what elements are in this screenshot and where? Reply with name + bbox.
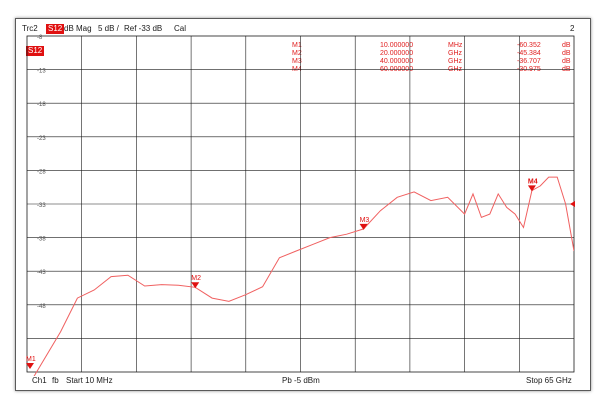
trace-tag[interactable]: S12 — [26, 46, 45, 56]
y-tick-label: -48 — [37, 304, 46, 310]
marker-m3-icon — [359, 223, 368, 230]
channel-number: 2 — [570, 24, 575, 33]
marker-m3-label: M3 — [360, 217, 370, 224]
active-marker-edge-icon — [570, 201, 575, 207]
footer-start: Start 10 MHz — [66, 376, 113, 385]
trace-label: Trc2 — [22, 24, 38, 33]
y-tick-label: -23 — [37, 136, 46, 142]
marker-table-value: -60.352 — [517, 42, 541, 49]
y-tick-label: -38 — [37, 237, 46, 243]
marker-table-name: M3 — [292, 58, 302, 65]
y-tick-label: -28 — [37, 169, 46, 175]
marker-table-freq: 40.000000 — [380, 58, 414, 65]
marker-table-name: M2 — [292, 50, 302, 57]
ref-label: Ref -33 dB — [124, 24, 163, 33]
marker-table-vunit: dB — [562, 42, 571, 49]
marker-table-unit: GHz — [448, 50, 462, 57]
footer-power: Pb -5 dBm — [282, 376, 320, 385]
y-tick-label: -18 — [37, 102, 46, 108]
footer-stop: Stop 65 GHz — [526, 376, 572, 385]
y-tick-label: -8 — [37, 35, 43, 41]
marker-table-name: M1 — [292, 42, 302, 49]
marker-m1-label: M1 — [26, 356, 36, 363]
scale-label: 5 dB / — [98, 24, 119, 33]
analyzer-screen: Trc2 S12 dB Mag 5 dB / Ref -33 dB Cal 2 … — [15, 18, 591, 391]
format-label: dB Mag — [64, 24, 92, 33]
y-tick-label: -13 — [37, 69, 46, 75]
marker-m4-label: M4 — [528, 178, 538, 185]
marker-table-value: -36.707 — [517, 58, 541, 65]
cal-label: Cal — [174, 24, 187, 33]
marker-table-unit: MHz — [448, 42, 463, 49]
footer-channel: Ch1 — [32, 376, 47, 385]
marker-m2-icon — [191, 282, 200, 289]
marker-table-freq: 20.000000 — [380, 50, 414, 57]
marker-table-value: -45.384 — [517, 50, 541, 57]
marker-m4-icon — [527, 185, 536, 192]
footer-fb: fb — [52, 376, 59, 385]
marker-table-freq: 10.000000 — [380, 42, 414, 49]
marker-table-unit: GHz — [448, 58, 462, 65]
param-badge[interactable]: S12 — [46, 24, 65, 34]
marker-table-vunit: dB — [562, 58, 571, 65]
y-tick-label: -33 — [37, 203, 46, 209]
y-tick-label: -43 — [37, 270, 46, 276]
marker-m2-label: M2 — [191, 275, 201, 282]
marker-table-vunit: dB — [562, 50, 571, 57]
marker-m1-icon — [26, 363, 34, 369]
